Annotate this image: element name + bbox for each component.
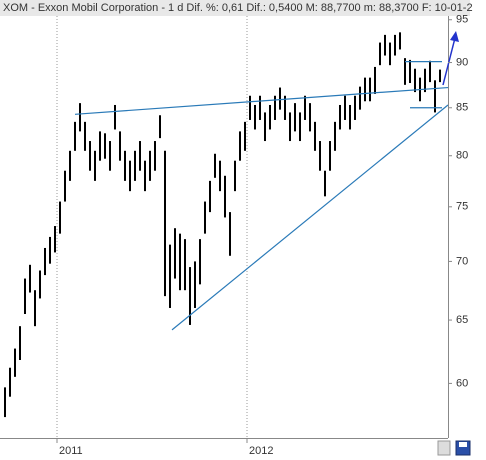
y-tick-label: 95 — [456, 14, 468, 26]
y-tick-label: 70 — [456, 255, 468, 267]
y-tick-label: 85 — [456, 102, 468, 114]
plot-area — [4, 16, 449, 438]
y-tick-label: 90 — [456, 56, 468, 68]
y-tick-label: 65 — [456, 314, 468, 326]
save-icon-label — [459, 442, 467, 447]
trend-line — [74, 86, 449, 115]
annotation-arrow — [442, 37, 456, 86]
trash-icon[interactable] — [437, 440, 451, 456]
annotation-arrow-head — [450, 31, 459, 42]
y-tick-label: 80 — [456, 150, 468, 162]
chart-title: XOM - Exxon Mobil Corporation - 1 d Dif.… — [3, 2, 473, 14]
y-tick-label: 75 — [456, 201, 468, 213]
title-bar — [0, 0, 470, 16]
x-tick-label: 2012 — [249, 445, 273, 457]
y-tick-label: 60 — [456, 377, 468, 389]
trend-line — [171, 104, 449, 331]
x-tick-label: 2011 — [59, 445, 83, 457]
